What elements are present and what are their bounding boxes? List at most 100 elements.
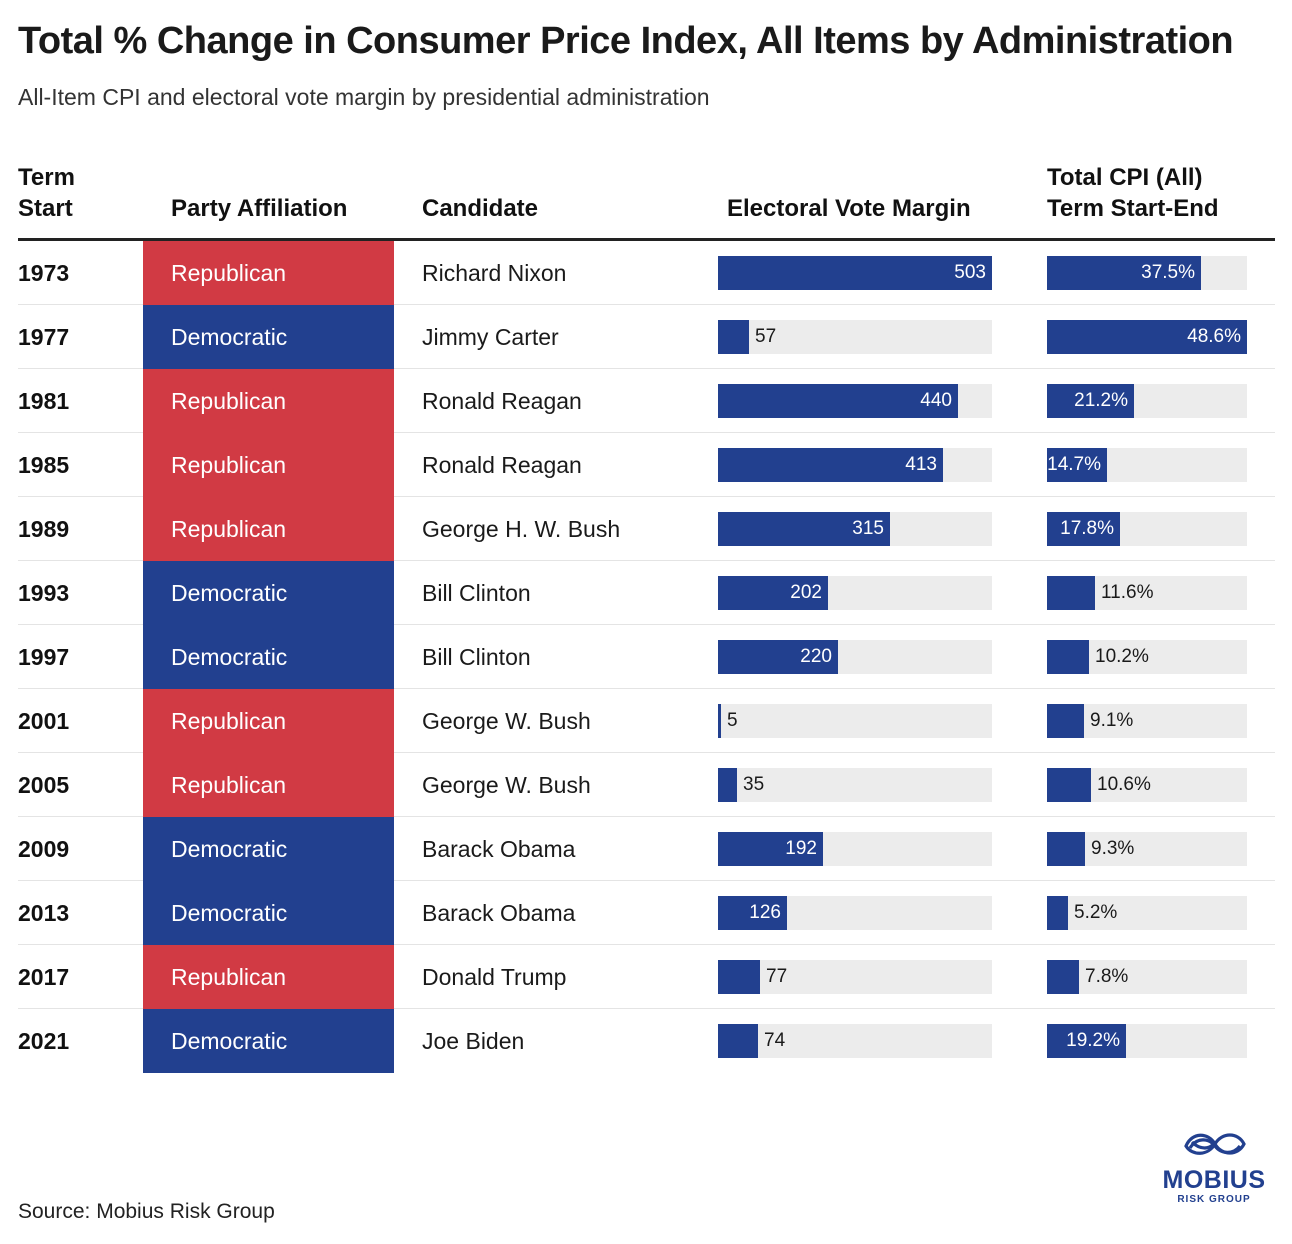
evm-track: 35 xyxy=(718,768,992,802)
candidate-name: Barack Obama xyxy=(422,899,576,926)
cpi-value-label: 17.8% xyxy=(1060,518,1114,539)
term-start-year: 2005 xyxy=(18,771,70,798)
cpi-value-label: 10.6% xyxy=(1097,774,1151,795)
party-cell: Democratic xyxy=(143,881,394,945)
candidate-name: Donald Trump xyxy=(422,963,567,990)
cpi-bar xyxy=(1047,1024,1126,1058)
header-cpi-line2: Term Start-End xyxy=(1047,195,1219,222)
evm-bar xyxy=(718,512,890,546)
term-start-year: 2013 xyxy=(18,899,70,926)
table-row: 1993 Democratic Bill Clinton 202 11.6% xyxy=(18,561,1275,625)
cpi-bar xyxy=(1047,320,1247,354)
chart-subtitle: All-Item CPI and electoral vote margin b… xyxy=(18,84,710,110)
cpi-track: 17.8% xyxy=(1047,512,1247,546)
candidate-name: Jimmy Carter xyxy=(422,323,559,350)
evm-track: 77 xyxy=(718,960,992,994)
party-cell: Republican xyxy=(143,753,394,817)
cpi-value-label: 48.6% xyxy=(1187,326,1241,347)
cpi-value-label: 10.2% xyxy=(1095,646,1149,667)
cpi-value-label: 14.7% xyxy=(1047,454,1101,475)
source-note: Source: Mobius Risk Group xyxy=(18,1200,275,1223)
evm-bar xyxy=(718,448,943,482)
evm-value-label: 35 xyxy=(743,774,765,795)
cpi-bar xyxy=(1047,640,1089,674)
candidate-name: Barack Obama xyxy=(422,835,576,862)
cpi-track: 10.6% xyxy=(1047,768,1247,802)
table-row: 1973 Republican Richard Nixon 503 37.5% xyxy=(18,241,1275,305)
term-start-year: 1989 xyxy=(18,515,70,542)
term-start-year: 1981 xyxy=(18,387,70,414)
evm-value-label: 192 xyxy=(785,838,817,859)
header-term-start: Term Start xyxy=(18,162,75,224)
evm-track: 220 xyxy=(718,640,992,674)
cpi-track: 14.7% xyxy=(1047,448,1247,482)
header-evm: Electoral Vote Margin xyxy=(727,195,971,222)
cpi-bar xyxy=(1047,448,1107,482)
evm-track: 57 xyxy=(718,320,992,354)
table-row: 1989 Republican George H. W. Bush 315 17.8% xyxy=(18,497,1275,561)
candidate-name: Bill Clinton xyxy=(422,579,531,606)
table-row: 2013 Democratic Barack Obama 126 5.2% xyxy=(18,881,1275,945)
cpi-bar xyxy=(1047,896,1068,930)
header-term-start-line1: Term xyxy=(18,164,75,191)
cpi-track: 10.2% xyxy=(1047,640,1247,674)
cpi-bar xyxy=(1047,576,1095,610)
party-cell: Democratic xyxy=(143,561,394,625)
mobius-infinity-icon xyxy=(1184,1133,1246,1155)
evm-value-label: 202 xyxy=(790,582,822,603)
evm-value-label: 315 xyxy=(852,518,884,539)
cpi-track: 5.2% xyxy=(1047,896,1247,930)
cpi-track: 37.5% xyxy=(1047,256,1247,290)
cpi-bar xyxy=(1047,704,1084,738)
evm-value-label: 126 xyxy=(749,902,781,923)
header-cpi-line1: Total CPI (All) xyxy=(1047,164,1203,191)
evm-bar xyxy=(718,320,749,354)
evm-bar xyxy=(718,256,992,290)
evm-bar xyxy=(718,896,787,930)
cpi-track: 21.2% xyxy=(1047,384,1247,418)
cpi-value-label: 9.3% xyxy=(1091,838,1135,859)
evm-bar xyxy=(718,576,828,610)
table-row: 2009 Democratic Barack Obama 192 9.3% xyxy=(18,817,1275,881)
term-start-year: 2021 xyxy=(18,1027,70,1054)
term-start-year: 2017 xyxy=(18,963,70,990)
cpi-value-label: 37.5% xyxy=(1141,262,1195,283)
evm-bar xyxy=(718,960,760,994)
evm-value-label: 74 xyxy=(764,1030,786,1051)
cpi-bar xyxy=(1047,960,1079,994)
term-start-year: 2009 xyxy=(18,835,70,862)
term-start-year: 1973 xyxy=(18,259,70,286)
party-cell: Republican xyxy=(143,497,394,561)
evm-track: 503 xyxy=(718,256,992,290)
evm-value-label: 77 xyxy=(766,966,788,987)
cpi-bar xyxy=(1047,768,1091,802)
cpi-value-label: 9.1% xyxy=(1090,710,1134,731)
table-body: 1973 Republican Richard Nixon 503 37.5% 1977 D… xyxy=(18,241,1275,1073)
evm-value-label: 5 xyxy=(727,710,738,731)
candidate-name: Joe Biden xyxy=(422,1027,525,1054)
candidate-name: George W. Bush xyxy=(422,707,591,734)
evm-bar xyxy=(718,640,838,674)
header-cpi: Total CPI (All) Term Start-End xyxy=(1047,162,1219,224)
candidate-name: George H. W. Bush xyxy=(422,515,621,542)
party-cell: Republican xyxy=(143,433,394,497)
candidate-name: Ronald Reagan xyxy=(422,387,582,414)
evm-track: 202 xyxy=(718,576,992,610)
cpi-track: 11.6% xyxy=(1047,576,1247,610)
term-start-year: 1977 xyxy=(18,323,70,350)
table-row: 1981 Republican Ronald Reagan 440 21.2% xyxy=(18,369,1275,433)
term-start-year: 1993 xyxy=(18,579,70,606)
evm-track: 440 xyxy=(718,384,992,418)
evm-track: 315 xyxy=(718,512,992,546)
evm-value-label: 413 xyxy=(905,454,937,475)
party-cell: Republican xyxy=(143,945,394,1009)
table-row: 1977 Democratic Jimmy Carter 57 48.6% xyxy=(18,305,1275,369)
cpi-bar xyxy=(1047,512,1120,546)
header-candidate: Candidate xyxy=(422,195,539,222)
evm-bar xyxy=(718,768,737,802)
table-row: 1985 Republican Ronald Reagan 413 14.7% xyxy=(18,433,1275,497)
header-divider xyxy=(18,238,1275,241)
cpi-bar xyxy=(1047,832,1085,866)
table-row: 2017 Republican Donald Trump 77 7.8% xyxy=(18,945,1275,1009)
evm-value-label: 220 xyxy=(800,646,832,667)
